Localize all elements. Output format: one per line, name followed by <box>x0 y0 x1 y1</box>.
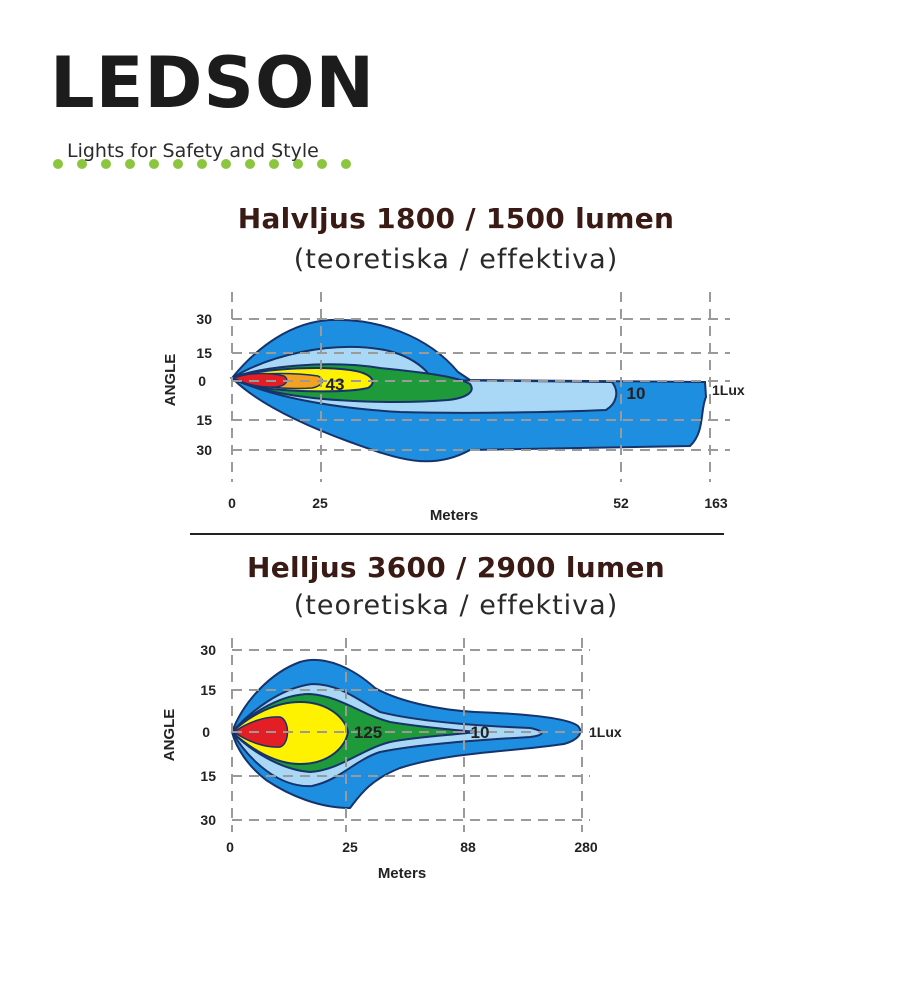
chart2-xtick-88: 88 <box>460 839 476 855</box>
chart2-ytick-15-top: 15 <box>200 682 216 698</box>
logo-wordmark: LEDSON <box>50 42 376 124</box>
chart1-ylabel: ANGLE <box>162 354 179 407</box>
chart2-ytick-30-bottom: 30 <box>200 812 216 828</box>
chart1-xlabel: Meters <box>430 507 478 524</box>
chart2-ytick-15-bottom: 15 <box>200 768 216 784</box>
chart1-zone-red <box>232 372 288 388</box>
chart2-label-10: 10 <box>471 723 490 742</box>
chart1-grid <box>231 292 730 482</box>
chart1-label-10: 10 <box>627 384 646 403</box>
chart2-xtick-0: 0 <box>226 839 234 855</box>
chart1-label-1lux: 1Lux <box>712 382 745 398</box>
chart2-subtitle: (teoretiska / effektiva) <box>293 590 619 621</box>
section-divider <box>190 533 724 535</box>
chart2-ytick-0: 0 <box>202 724 210 740</box>
chart1-ytick-0: 0 <box>198 373 206 389</box>
chart2-ytick-30-top: 30 <box>200 642 216 658</box>
chart1-title: Halvljus 1800 / 1500 lumen <box>237 202 675 235</box>
chart2-xtick-25: 25 <box>342 839 358 855</box>
chart2-label-1lux: 1Lux <box>589 724 622 740</box>
chart2-xtick-280: 280 <box>574 839 598 855</box>
chart1-xtick-163: 163 <box>704 495 728 511</box>
brand-logo: LEDSON Lights for Safety and Style <box>48 40 374 170</box>
chart1-ytick-30-top: 30 <box>196 311 212 327</box>
chart2-label-125: 125 <box>354 723 382 742</box>
logo-dot-row <box>53 159 351 169</box>
chart2-xlabel: Meters <box>378 865 426 882</box>
chart1-xtick-52: 52 <box>613 495 629 511</box>
chart1-xtick-25: 25 <box>312 495 328 511</box>
chart2-grid <box>231 638 590 832</box>
chart2-title: Helljus 3600 / 2900 lumen <box>246 551 666 584</box>
chart1-label-43: 43 <box>326 375 345 394</box>
chart1-subtitle: (teoretiska / effektiva) <box>293 244 619 275</box>
chart2-ylabel: ANGLE <box>161 709 178 762</box>
chart1-ytick-30-bottom: 30 <box>196 442 212 458</box>
logo-tagline: Lights for Safety and Style <box>67 140 319 162</box>
chart1-ytick-15-bottom: 15 <box>196 412 212 428</box>
chart1-ytick-15-top: 15 <box>196 345 212 361</box>
chart1-xtick-0: 0 <box>228 495 236 511</box>
